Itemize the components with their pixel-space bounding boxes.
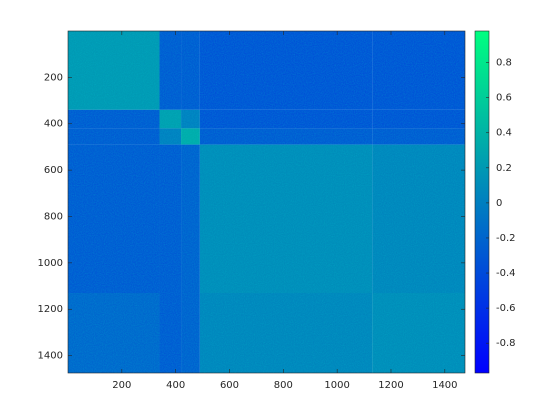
colorbar-tick-label: 0.8 (496, 58, 512, 69)
colorbar-tick-label: -0.6 (496, 303, 516, 314)
y-tick-label: 1200 (38, 304, 63, 315)
y-tick-label: 800 (44, 211, 63, 222)
colorbar-tick-label: -0.8 (496, 338, 516, 349)
x-tick-label: 600 (220, 380, 239, 391)
y-tick-label: 600 (44, 165, 63, 176)
y-tick-label: 1400 (38, 351, 63, 362)
x-tick-label: 800 (274, 380, 293, 391)
colorbar-tick-label: -0.4 (496, 268, 516, 279)
colorbar-tick-label: 0.4 (496, 128, 512, 139)
plot-frame (67, 30, 466, 374)
colorbar (474, 30, 490, 374)
y-tick-label: 400 (44, 119, 63, 130)
x-tick-label: 1400 (432, 380, 457, 391)
x-tick-label: 1000 (324, 380, 349, 391)
colorbar-tick-label: -0.2 (496, 233, 516, 244)
x-tick-label: 400 (166, 380, 185, 391)
colorbar-tick-label: 0.6 (496, 93, 512, 104)
y-tick-label: 200 (44, 72, 63, 83)
x-tick-label: 1200 (378, 380, 403, 391)
texture (68, 31, 465, 373)
colorbar-tick-label: 0.2 (496, 163, 512, 174)
y-tick-label: 1000 (38, 258, 63, 269)
x-tick-label: 200 (112, 380, 131, 391)
colorbar-tick-label: 0 (496, 198, 502, 209)
